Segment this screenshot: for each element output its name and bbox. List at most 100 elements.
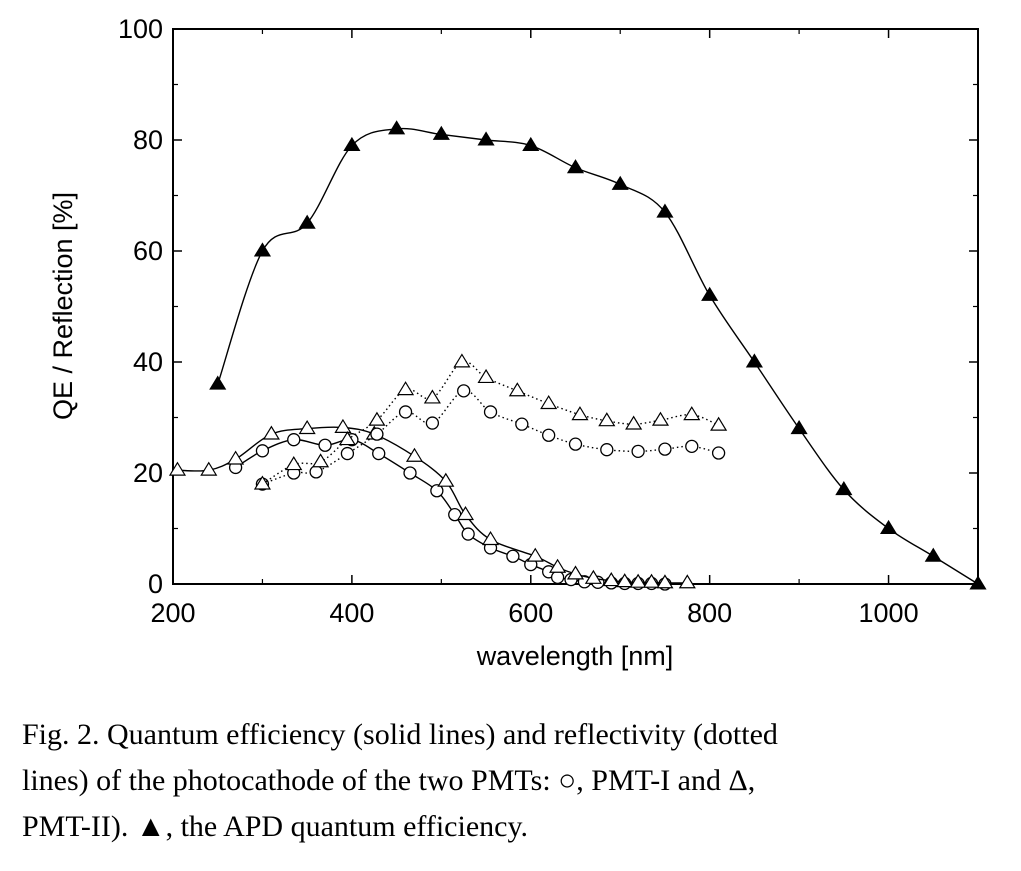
data-point	[683, 406, 701, 421]
data-point	[372, 446, 386, 461]
data-point	[515, 417, 529, 431]
x-tick-label: 800	[687, 598, 732, 628]
data-point	[600, 443, 614, 457]
data-point	[522, 136, 540, 152]
data-point	[879, 519, 898, 534]
caption-line-1: Fig. 2. Quantum efficiency (solid lines)…	[22, 718, 778, 751]
data-point	[835, 480, 853, 496]
caption-line-3: PMT-II). ▲, the APD quantum efficiency.	[22, 810, 529, 843]
data-point	[477, 368, 495, 384]
data-point	[656, 203, 674, 218]
data-point	[461, 527, 475, 541]
data-point	[526, 547, 544, 562]
series-pmt1_reflectivity	[255, 384, 726, 491]
y-tick-label: 60	[133, 236, 163, 266]
data-point	[924, 547, 942, 562]
data-point	[571, 406, 589, 421]
data-point	[227, 450, 245, 465]
data-point	[423, 389, 441, 404]
figure-caption: Fig. 2. Quantum efficiency (solid lines)…	[22, 712, 1012, 850]
data-point	[298, 214, 316, 229]
data-point	[602, 572, 620, 587]
x-tick-label: 600	[508, 598, 553, 628]
data-point	[506, 549, 520, 563]
data-point	[631, 444, 645, 459]
data-point	[430, 484, 444, 498]
plot-frame	[172, 28, 979, 585]
data-point	[425, 416, 440, 430]
data-point	[398, 405, 413, 419]
data-point	[566, 565, 585, 580]
chart: 200 400 600 800 1000 0 20 40 60 80 100 wavelength …	[48, 14, 987, 671]
y-tick-label: 40	[133, 347, 163, 377]
data-point	[685, 439, 699, 454]
data-point	[549, 558, 567, 573]
data-point	[318, 438, 332, 452]
data-point	[625, 415, 643, 430]
y-tick-label: 100	[118, 14, 163, 44]
data-point	[566, 159, 585, 174]
series-apd_qe	[209, 120, 987, 590]
data-point	[651, 411, 670, 426]
data-point	[611, 175, 629, 190]
data-point	[481, 530, 500, 546]
data-point	[790, 419, 808, 435]
data-point	[477, 131, 495, 146]
series-pmt1_qe	[228, 433, 672, 591]
data-point	[312, 453, 330, 468]
data-point	[642, 573, 661, 588]
caption-line-2: lines) of the photocathode of the two PM…	[22, 764, 756, 797]
data-point	[388, 120, 406, 135]
x-tick-label: 200	[150, 598, 195, 628]
data-point	[437, 472, 455, 487]
series-line	[262, 390, 719, 485]
data-point	[168, 461, 187, 476]
x-tick-label: 1000	[859, 598, 919, 628]
data-point	[370, 427, 384, 441]
data-point	[629, 573, 647, 588]
data-point	[568, 437, 583, 451]
data-point	[200, 461, 218, 476]
y-tick-label: 0	[148, 569, 163, 599]
y-tick-label: 80	[133, 125, 163, 155]
series-pmt2_reflectivity	[253, 353, 728, 490]
data-point	[584, 569, 602, 584]
series-layer	[168, 120, 987, 591]
data-point	[616, 573, 634, 588]
data-point	[457, 384, 471, 398]
x-axis-title: wavelength [nm]	[476, 641, 674, 671]
data-point	[483, 405, 498, 419]
y-tick-label: 20	[133, 458, 163, 488]
x-tick-label: 400	[329, 598, 374, 628]
series-pmt2_qe	[168, 418, 696, 589]
data-point	[598, 412, 616, 427]
data-point	[550, 570, 565, 584]
data-point	[542, 428, 556, 442]
data-point	[678, 574, 696, 589]
data-point	[701, 286, 719, 301]
data-point	[745, 353, 763, 368]
series-line	[262, 360, 719, 485]
data-point	[253, 242, 272, 257]
data-point	[969, 575, 987, 590]
data-point	[255, 444, 270, 458]
data-point	[658, 442, 672, 456]
data-point	[285, 456, 303, 471]
axis-ticks: 200 400 600 800 1000 0 20 40 60 80 100	[118, 14, 978, 628]
data-point	[334, 418, 352, 433]
y-axis-title: QE / Reflection [%]	[48, 192, 78, 420]
data-point	[338, 431, 356, 446]
data-point	[710, 416, 728, 431]
data-point	[456, 505, 475, 521]
data-point	[403, 466, 417, 480]
data-point	[368, 411, 386, 426]
data-point	[287, 433, 301, 447]
data-point	[253, 475, 272, 490]
data-point	[453, 353, 471, 368]
data-point	[343, 136, 361, 152]
data-point	[262, 425, 280, 440]
data-point	[540, 394, 558, 410]
series-line	[217, 127, 979, 585]
data-point	[405, 447, 424, 462]
data-point	[309, 465, 323, 479]
